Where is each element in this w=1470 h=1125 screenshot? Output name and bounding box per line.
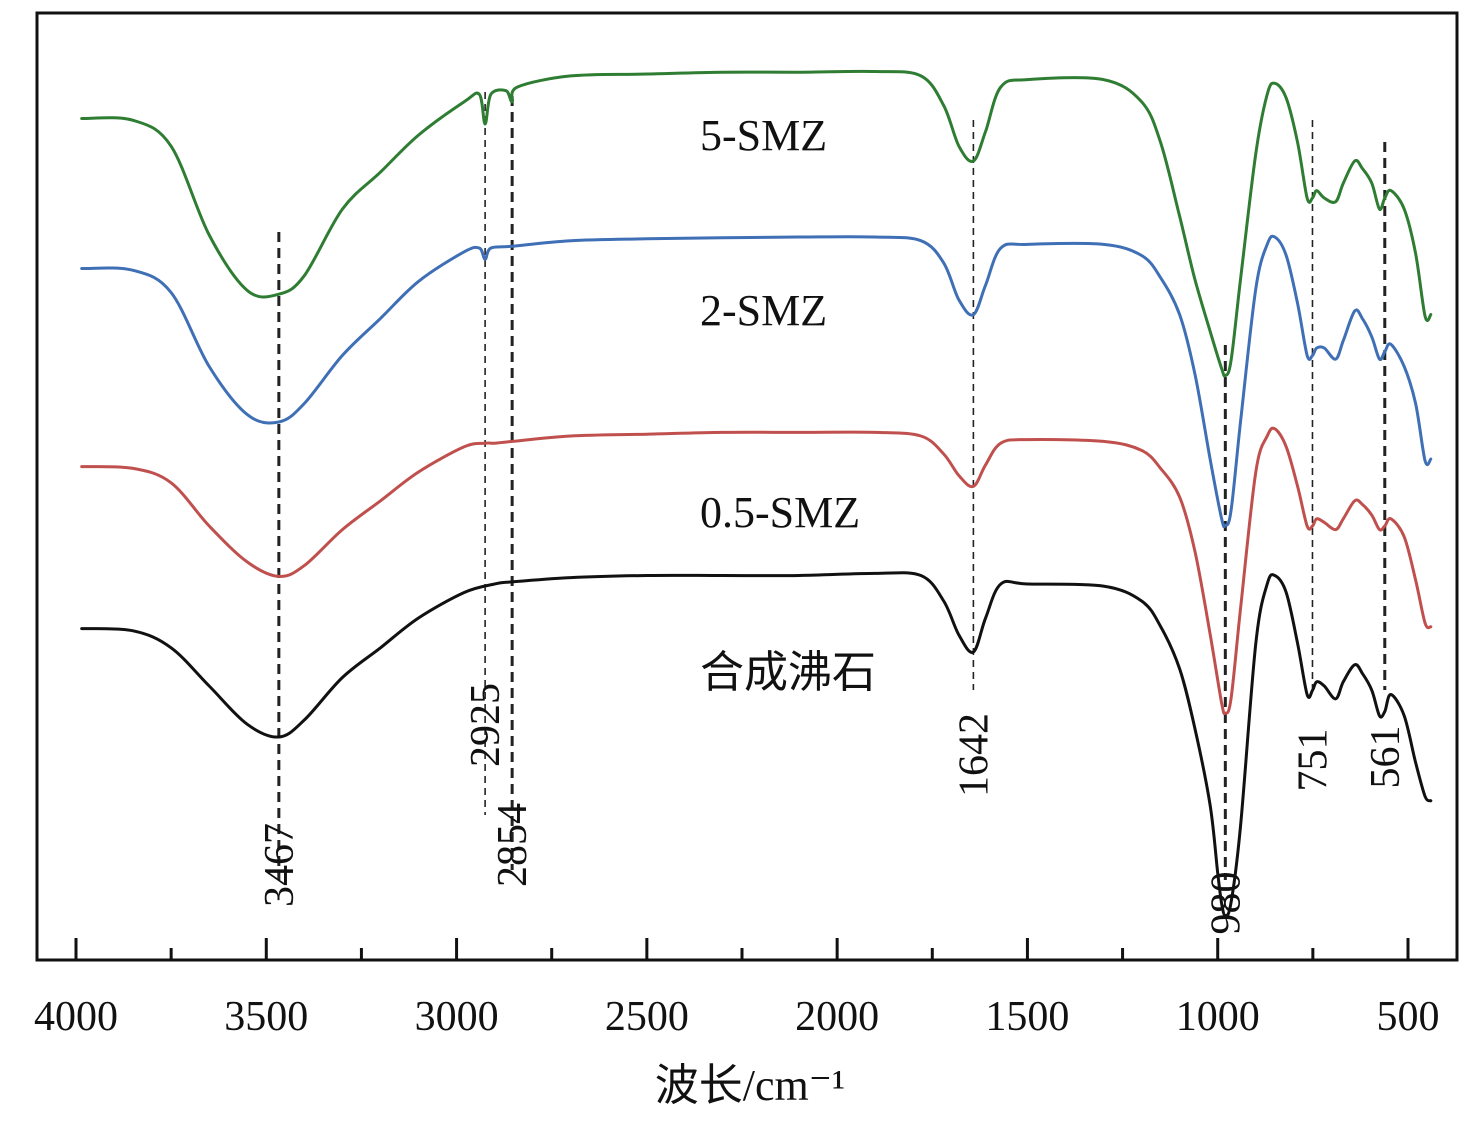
x-tick-label-2000: 2000 <box>795 994 879 1040</box>
x-axis-title: 波长/cm⁻¹ <box>655 1061 845 1110</box>
peak-label-561: 561 <box>1363 726 1409 789</box>
plot-frame <box>35 11 1459 962</box>
x-tick-label-1500: 1500 <box>985 994 1069 1040</box>
peak-marker-layer: 3467 2925 2854 1642 980 751 561 <box>257 92 1409 935</box>
x-tick-label-3000: 3000 <box>415 994 499 1040</box>
series-label-layer: 5-SMZ 2-SMZ 0.5-SMZ 合成沸石 <box>700 111 876 697</box>
peak-label-751: 751 <box>1290 729 1336 792</box>
series-line-5-SMZ <box>80 69 1433 378</box>
series-label-0.5-SMZ: 0.5-SMZ <box>700 488 860 537</box>
peak-label-1642: 1642 <box>951 713 997 797</box>
series-line-0.5-SMZ <box>80 426 1433 716</box>
series-line-2-SMZ <box>80 234 1433 529</box>
peak-label-2854: 2854 <box>490 803 536 887</box>
peak-label-3467: 3467 <box>257 823 303 907</box>
peak-label-2925: 2925 <box>463 683 509 767</box>
series-label-5-SMZ: 5-SMZ <box>700 111 827 160</box>
series-label-2-SMZ: 2-SMZ <box>700 286 827 335</box>
x-tick-label-4000: 4000 <box>34 994 118 1040</box>
x-axis-ticks: 4000 3500 3000 2500 2000 1500 1000 500 <box>34 938 1440 1040</box>
x-tick-label-3500: 3500 <box>224 994 308 1040</box>
peak-label-980: 980 <box>1203 872 1249 935</box>
x-tick-label-2500: 2500 <box>605 994 689 1040</box>
series-label-合成沸石: 合成沸石 <box>700 648 876 697</box>
x-tick-label-1000: 1000 <box>1176 994 1260 1040</box>
x-tick-label-500: 500 <box>1377 994 1440 1040</box>
series-line-合成沸石 <box>80 571 1433 918</box>
series-layer <box>80 69 1433 918</box>
